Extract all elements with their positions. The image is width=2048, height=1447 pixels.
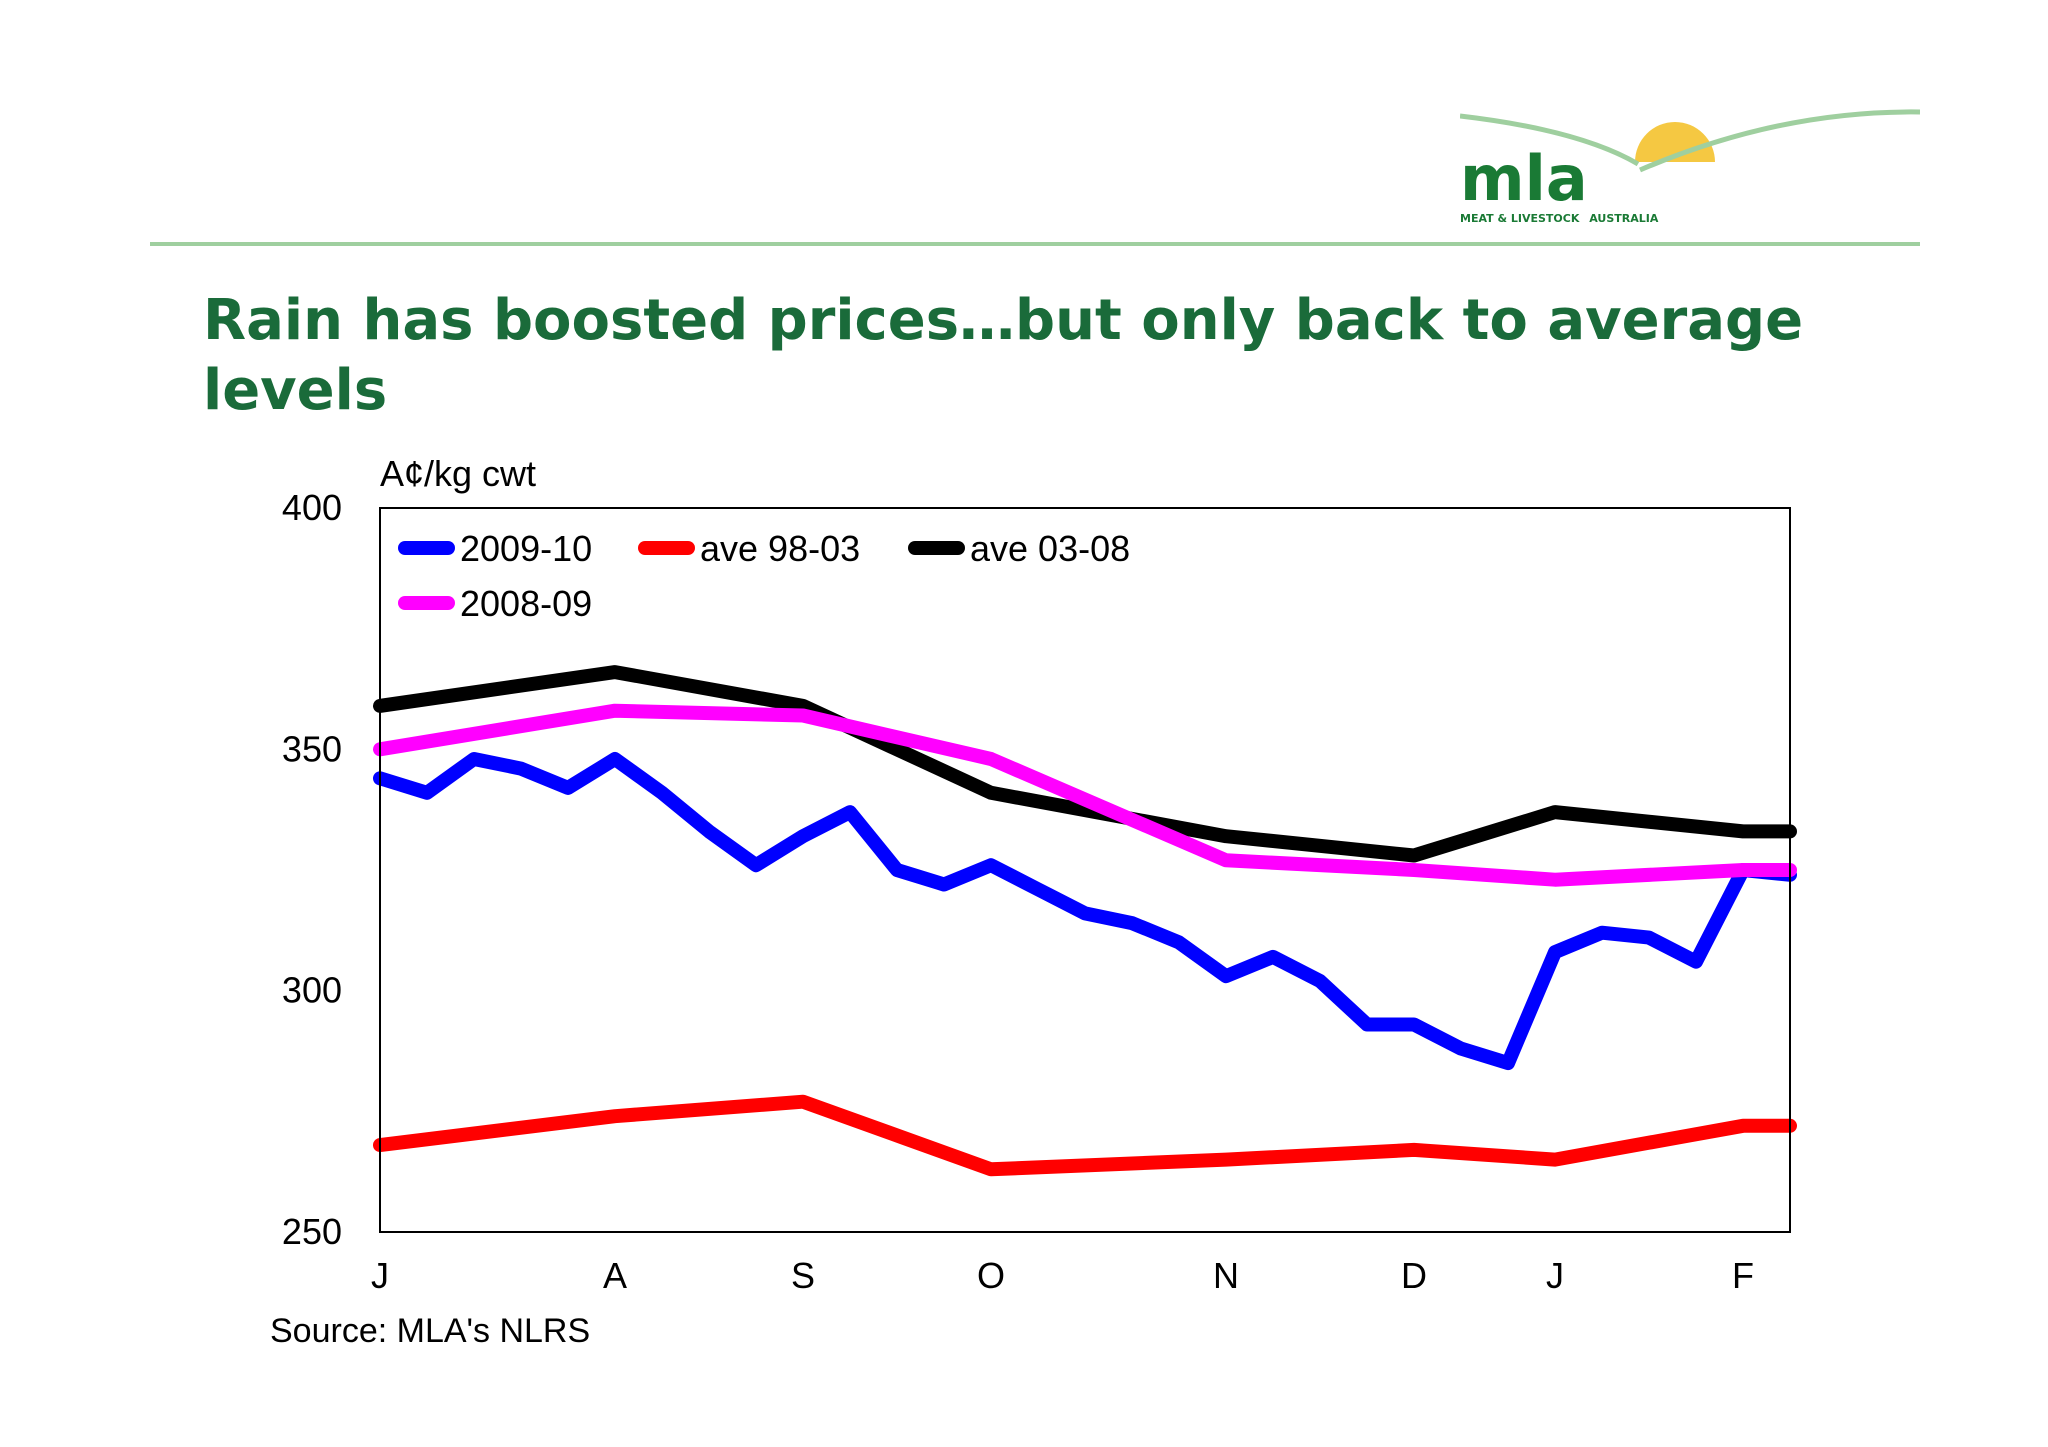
- legend-label-ave-03-08: ave 03-08: [970, 528, 1130, 569]
- x-tick-label: A: [603, 1255, 627, 1296]
- plot-frame: [379, 507, 1791, 1233]
- series-layer: [373, 665, 1797, 1177]
- y-axis-unit-label: A¢/kg cwt: [380, 453, 536, 494]
- logo-tagline-accent: AUSTRALIA: [1589, 212, 1659, 225]
- axis-layer: 400 350 300 250 J A S O N D J F: [282, 487, 1754, 1296]
- x-tick-label: J: [1546, 1255, 1564, 1296]
- legend-label-2008-09: 2008-09: [460, 583, 592, 624]
- y-tick-label: 350: [282, 728, 342, 769]
- legend-label-ave-98-03: ave 98-03: [700, 528, 860, 569]
- x-tick-label: S: [791, 1255, 815, 1296]
- x-tick-label: J: [371, 1255, 389, 1296]
- header-divider: [150, 242, 1920, 246]
- series-line-ave-98-03: [373, 1094, 1797, 1177]
- series-line-2008-09: [373, 703, 1797, 887]
- y-tick-label: 400: [282, 487, 342, 528]
- source-note: Source: MLA's NLRS: [270, 1312, 591, 1350]
- x-tick-label: F: [1732, 1255, 1754, 1296]
- logo-wordmark: mla: [1460, 142, 1588, 215]
- legend: 2009-10 ave 98-03 ave 03-08 2008-09: [398, 528, 1130, 624]
- series-line-2009-10: [373, 752, 1797, 1071]
- sun-icon: [1635, 122, 1715, 162]
- x-tick-label: N: [1213, 1255, 1239, 1296]
- x-tick-label: D: [1401, 1255, 1427, 1296]
- series-line-ave-03-08: [373, 665, 1797, 863]
- legend-label-2009-10: 2009-10: [460, 528, 592, 569]
- y-tick-label: 250: [282, 1211, 342, 1252]
- y-tick-label: 300: [282, 970, 342, 1011]
- page-title: Rain has boosted prices…but only back to…: [203, 288, 1804, 423]
- x-tick-label: O: [977, 1255, 1005, 1296]
- logo-arc-right: [1639, 109, 1920, 173]
- logo-arc-left: [1460, 113, 1640, 167]
- logo-tagline: MEAT & LIVESTOCK AUSTRALIA: [1460, 212, 1659, 225]
- mla-logo: mla MEAT & LIVESTOCK AUSTRALIA: [1460, 109, 1920, 225]
- logo-tagline-main: MEAT & LIVESTOCK: [1460, 212, 1580, 225]
